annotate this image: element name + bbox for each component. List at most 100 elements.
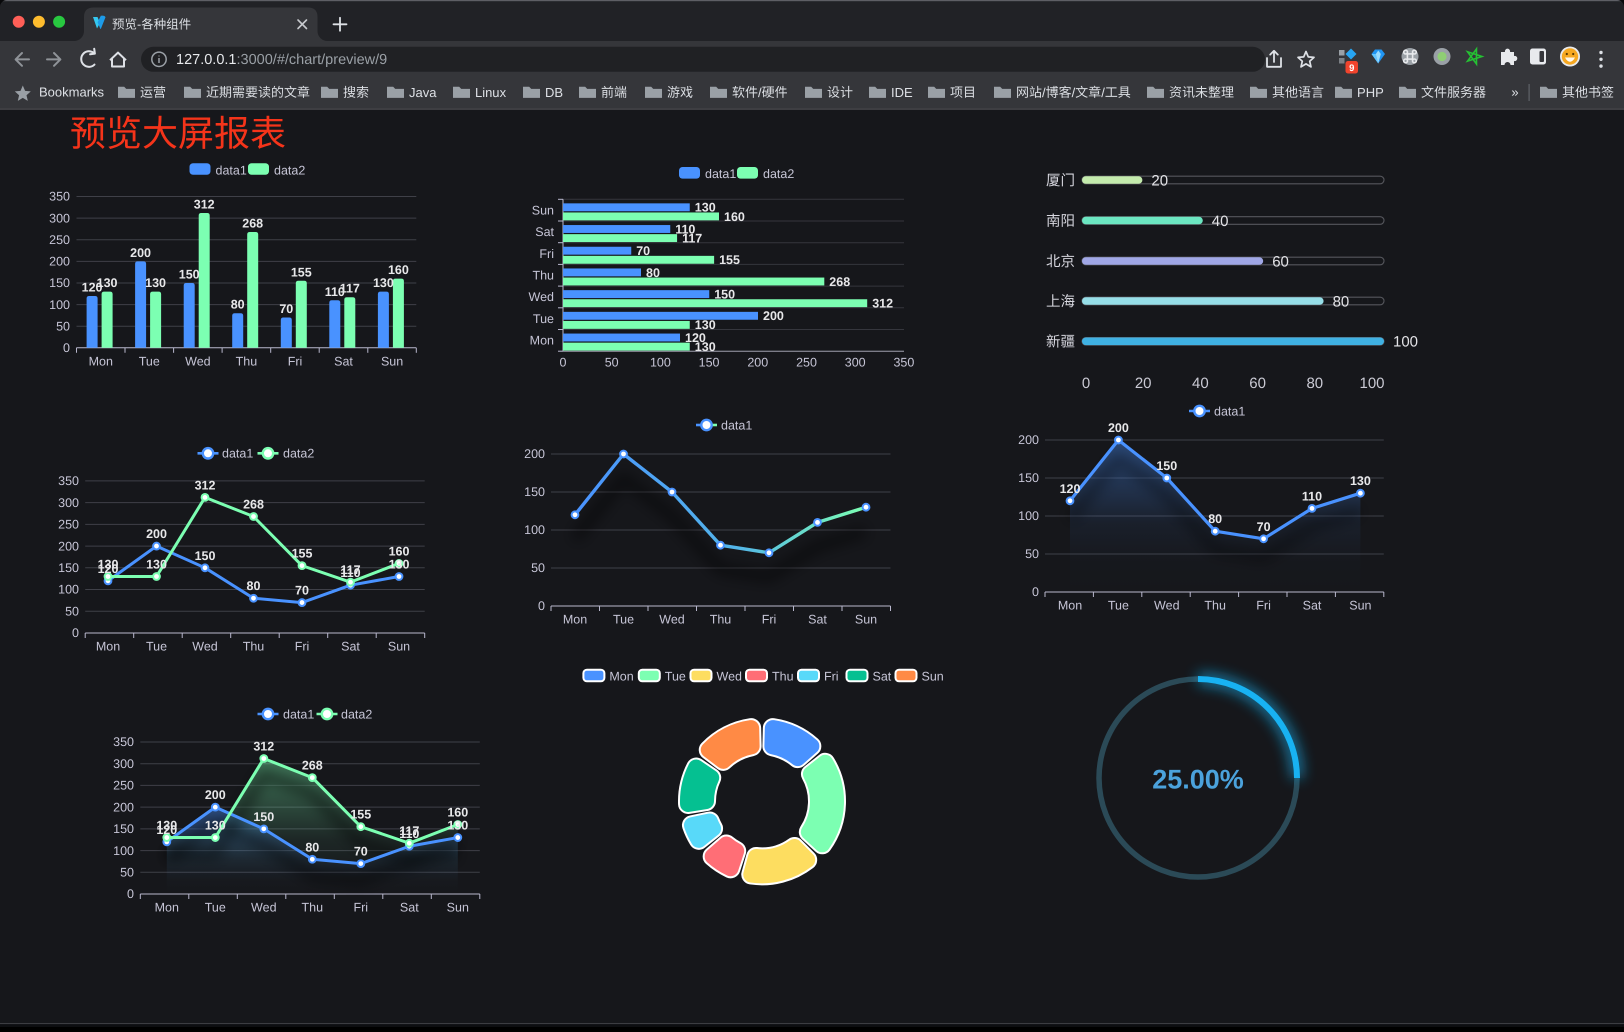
svg-text:/: / <box>1042 85 1046 100</box>
svg-text:Sun: Sun <box>855 613 877 627</box>
svg-text:Fri: Fri <box>762 613 777 627</box>
svg-text:120: 120 <box>685 331 706 345</box>
svg-text:Bookmarks: Bookmarks <box>39 85 105 100</box>
svg-text:Sat: Sat <box>535 225 554 239</box>
svg-text:117: 117 <box>340 282 360 296</box>
svg-text:Tue: Tue <box>665 669 686 683</box>
svg-text:Thu: Thu <box>243 640 265 654</box>
svg-text:200: 200 <box>1108 421 1129 435</box>
svg-text:80: 80 <box>646 266 660 280</box>
svg-text:60: 60 <box>1272 253 1289 270</box>
svg-text:200: 200 <box>58 539 79 553</box>
svg-text:40: 40 <box>1212 213 1229 230</box>
svg-text:312: 312 <box>872 297 893 311</box>
svg-text::3000/#/chart/preview/9: :3000/#/chart/preview/9 <box>237 52 388 68</box>
svg-text:D: D <box>545 85 554 100</box>
svg-text:50: 50 <box>120 866 134 880</box>
svg-text:E: E <box>904 85 913 100</box>
svg-text:160: 160 <box>389 545 410 559</box>
svg-text:350: 350 <box>113 735 134 749</box>
svg-text:0: 0 <box>1032 585 1039 599</box>
svg-text:data1: data1 <box>721 418 752 432</box>
svg-text:110: 110 <box>325 285 345 299</box>
svg-text:110: 110 <box>399 827 419 841</box>
svg-text:160: 160 <box>724 210 745 224</box>
svg-text:300: 300 <box>113 757 134 771</box>
svg-text:200: 200 <box>747 356 768 370</box>
svg-text:100: 100 <box>650 356 671 370</box>
svg-text:130: 130 <box>98 558 119 572</box>
svg-text:100: 100 <box>1018 509 1039 523</box>
svg-text:117: 117 <box>340 563 360 577</box>
svg-text:25.00%: 25.00% <box>1152 765 1244 795</box>
svg-text:-: - <box>137 18 141 32</box>
svg-text:Wed: Wed <box>529 290 555 304</box>
svg-text:P: P <box>1357 85 1366 100</box>
svg-text:300: 300 <box>58 496 79 510</box>
svg-text:200: 200 <box>49 255 70 269</box>
svg-text:Mon: Mon <box>530 334 554 348</box>
svg-text:Fri: Fri <box>824 669 839 683</box>
svg-text:70: 70 <box>354 845 368 859</box>
svg-text:Fri: Fri <box>539 247 554 261</box>
svg-text:data2: data2 <box>283 447 314 461</box>
svg-text:Sun: Sun <box>532 204 554 218</box>
svg-text:/: / <box>1072 85 1076 100</box>
svg-text:Sat: Sat <box>341 640 360 654</box>
svg-text:160: 160 <box>388 263 409 277</box>
svg-text:150: 150 <box>179 268 200 282</box>
svg-text:150: 150 <box>714 287 735 301</box>
svg-text:data1: data1 <box>1214 404 1245 418</box>
svg-text:50: 50 <box>605 356 619 370</box>
svg-text:350: 350 <box>49 190 70 204</box>
svg-text:Sun: Sun <box>388 640 410 654</box>
svg-text:130: 130 <box>447 819 468 833</box>
svg-text:Mon: Mon <box>96 640 120 654</box>
svg-text:9: 9 <box>1349 63 1354 74</box>
svg-text:268: 268 <box>302 759 323 773</box>
svg-text:data1: data1 <box>283 707 314 721</box>
svg-text:Tue: Tue <box>146 640 167 654</box>
svg-text:150: 150 <box>49 276 70 290</box>
svg-text:110: 110 <box>675 222 695 236</box>
svg-text:x: x <box>500 85 507 100</box>
svg-text:Thu: Thu <box>1204 599 1226 613</box>
svg-text:70: 70 <box>295 584 309 598</box>
svg-text:data2: data2 <box>341 707 372 721</box>
svg-text:50: 50 <box>56 319 70 333</box>
svg-text:150: 150 <box>58 561 79 575</box>
svg-text:130: 130 <box>205 819 226 833</box>
svg-text:250: 250 <box>796 356 817 370</box>
svg-text:Sun: Sun <box>1349 599 1371 613</box>
svg-text:Wed: Wed <box>251 901 277 915</box>
svg-text:B: B <box>554 85 563 100</box>
svg-text:127.0.0.1: 127.0.0.1 <box>176 52 236 68</box>
svg-text:Tue: Tue <box>1108 599 1129 613</box>
svg-text:Tue: Tue <box>139 354 160 368</box>
svg-text:I: I <box>891 85 895 100</box>
svg-text:Sun: Sun <box>447 901 469 915</box>
svg-text:0: 0 <box>63 341 70 355</box>
svg-text:110: 110 <box>1302 489 1322 503</box>
svg-text:312: 312 <box>195 478 216 492</box>
svg-text:250: 250 <box>113 779 134 793</box>
svg-text:Fri: Fri <box>295 640 310 654</box>
svg-text:Sat: Sat <box>808 613 827 627</box>
svg-text:130: 130 <box>695 340 716 354</box>
svg-text:u: u <box>492 85 499 100</box>
svg-text:Wed: Wed <box>185 354 211 368</box>
svg-text:250: 250 <box>58 518 79 532</box>
svg-text:Sat: Sat <box>400 901 419 915</box>
svg-text:Thu: Thu <box>532 269 554 283</box>
svg-text:data2: data2 <box>763 167 794 181</box>
svg-text:155: 155 <box>291 265 312 279</box>
svg-text:n: n <box>485 85 492 100</box>
svg-text:80: 80 <box>1306 375 1323 392</box>
svg-text:200: 200 <box>763 309 784 323</box>
svg-text:Tue: Tue <box>205 901 226 915</box>
svg-text:H: H <box>1366 85 1375 100</box>
svg-text:130: 130 <box>156 819 177 833</box>
svg-text:a: a <box>429 85 437 100</box>
svg-text:268: 268 <box>243 498 264 512</box>
svg-text:Thu: Thu <box>302 901 324 915</box>
